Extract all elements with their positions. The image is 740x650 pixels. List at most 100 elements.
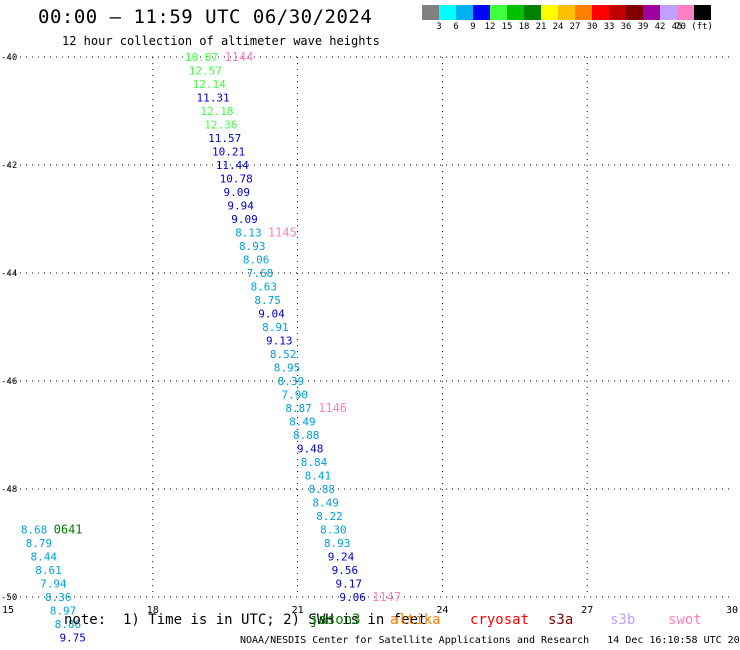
longitude-tick-label: 30 xyxy=(726,605,738,616)
swh-value-label: 8.30 xyxy=(320,524,347,537)
color-swatch xyxy=(694,5,711,20)
legend-item-jason3: jason3 xyxy=(310,612,361,628)
pass-time-label: 0641 xyxy=(54,523,83,537)
swh-value-label: 8.63 xyxy=(251,281,277,294)
color-swatch xyxy=(660,5,677,20)
swh-value-label: 8.13 xyxy=(235,227,262,240)
color-scale-label: 12 xyxy=(484,22,496,32)
swh-value-label: 8.61 xyxy=(35,564,62,577)
swh-value-label: 8.86 xyxy=(55,618,82,631)
swh-value-label: 9.09 xyxy=(224,186,251,199)
swh-value-label: 8.87 xyxy=(285,402,312,415)
legend-item-altika: altika xyxy=(390,612,441,628)
longitude-tick-label: 21 xyxy=(292,605,304,616)
swh-value-label: 8.93 xyxy=(324,537,351,550)
color-scale-label: 15 xyxy=(501,22,513,32)
swh-value-label: 9.75 xyxy=(59,632,86,645)
swh-value-label: 9.06 xyxy=(339,591,366,604)
swh-value-label: 8.97 xyxy=(50,605,77,618)
swh-value-label: 9.48 xyxy=(297,443,324,456)
swh-value-label: 9.24 xyxy=(328,551,355,564)
latitude-tick-label: -50 xyxy=(1,593,17,603)
swh-value-label: 9.09 xyxy=(231,213,258,226)
swh-value-label: 8.41 xyxy=(305,470,332,483)
swh-value-label: 11.31 xyxy=(197,92,230,105)
swh-value-label: 8.68 xyxy=(21,524,48,537)
color-scale-label: 24 xyxy=(552,22,564,32)
color-scale-label: 27 xyxy=(569,22,581,32)
swh-value-label: 8.06 xyxy=(243,254,270,267)
swh-value-label: 8.49 xyxy=(289,416,316,429)
swh-value-label: 8.91 xyxy=(262,321,289,334)
swh-value-label: 8.95 xyxy=(274,362,301,375)
swh-value-label: 9.13 xyxy=(266,335,293,348)
color-swatch xyxy=(456,5,473,20)
color-scale-label: 6 xyxy=(453,22,459,32)
pass-time-label: 1144 xyxy=(224,50,253,64)
swh-value-label: 7.68 xyxy=(247,267,274,280)
swh-value-label: 8.88 xyxy=(293,429,320,442)
swh-value-label: 12.14 xyxy=(193,78,226,91)
color-swatch xyxy=(507,5,524,20)
swh-value-label: 12.36 xyxy=(204,119,237,132)
pass-time-label: 1147 xyxy=(372,590,401,604)
color-swatch xyxy=(575,5,592,20)
color-swatch xyxy=(626,5,643,20)
color-scale-label: 36 xyxy=(620,22,632,32)
color-swatch xyxy=(541,5,558,20)
swh-value-label: 9.17 xyxy=(336,578,363,591)
latitude-tick-label: -46 xyxy=(1,377,17,387)
legend-item-s3a: s3a xyxy=(548,612,574,628)
pass-time-label: 1146 xyxy=(318,401,347,415)
color-scale-label: 30 xyxy=(586,22,598,32)
latitude-tick-label: -40 xyxy=(1,53,17,63)
color-swatch xyxy=(592,5,609,20)
swh-value-label: 12.57 xyxy=(189,65,222,78)
color-swatch xyxy=(677,5,694,20)
credit-line: NOAA/NESDIS Center for Satellite Applica… xyxy=(240,635,740,646)
color-swatch xyxy=(643,5,660,20)
swh-value-label: 9.94 xyxy=(227,200,254,213)
color-swatch xyxy=(490,5,507,20)
swh-value-label: 10.78 xyxy=(220,173,253,186)
color-swatch xyxy=(524,5,541,20)
legend-item-s3b: s3b xyxy=(610,612,636,628)
color-swatch xyxy=(422,5,439,20)
longitude-tick-label: 18 xyxy=(147,605,159,616)
legend-item-cryosat: cryosat xyxy=(470,612,530,628)
swh-value-label: 8.39 xyxy=(278,375,305,388)
swh-value-label: 8.93 xyxy=(239,240,266,253)
color-swatch xyxy=(609,5,626,20)
swh-value-label: 8.79 xyxy=(26,537,53,550)
swh-value-label: 10.21 xyxy=(212,146,245,159)
color-swatch xyxy=(473,5,490,20)
swh-value-label: 8.75 xyxy=(254,294,280,307)
footnote: note: 1) Time is in UTC; 2) SWH is in fe… xyxy=(64,612,427,628)
swh-value-label: 9.04 xyxy=(258,308,285,321)
latitude-tick-label: -44 xyxy=(1,269,17,279)
swh-value-label: 8.52 xyxy=(270,348,297,361)
page-subtitle: 12 hour collection of altimeter wave hei… xyxy=(62,34,380,48)
swh-value-label: 10.87 xyxy=(185,51,218,64)
swh-value-label: 8.84 xyxy=(301,456,328,469)
legend-item-swot: swot xyxy=(668,612,702,628)
latitude-tick-label: -48 xyxy=(1,485,17,495)
color-scale-label: 18 xyxy=(518,22,530,32)
map-frame xyxy=(7,56,733,598)
color-scale-label: 33 xyxy=(603,22,615,32)
color-scale-label: 45 xyxy=(671,22,683,32)
color-scale-label: 42 xyxy=(654,22,666,32)
swh-value-label: 8.49 xyxy=(312,497,339,510)
swh-value-label: 11.44 xyxy=(216,159,249,172)
swh-value-label: 11.57 xyxy=(208,132,241,145)
swh-value-label: 8.36 xyxy=(45,591,72,604)
swh-value-label: 8.22 xyxy=(316,510,343,523)
color-swatch xyxy=(558,5,575,20)
latitude-tick-label: -42 xyxy=(1,161,17,171)
color-scale-label: 21 xyxy=(535,22,547,32)
color-scale-label: 70 (ft) xyxy=(675,22,713,32)
pass-time-label: 1145 xyxy=(268,226,297,240)
color-scale-labels: 3 6 9 12 15 18 21 24 27 30 33 36 39 42 45 70 (ft) xyxy=(422,22,740,34)
color-scale-label: 39 xyxy=(637,22,649,32)
